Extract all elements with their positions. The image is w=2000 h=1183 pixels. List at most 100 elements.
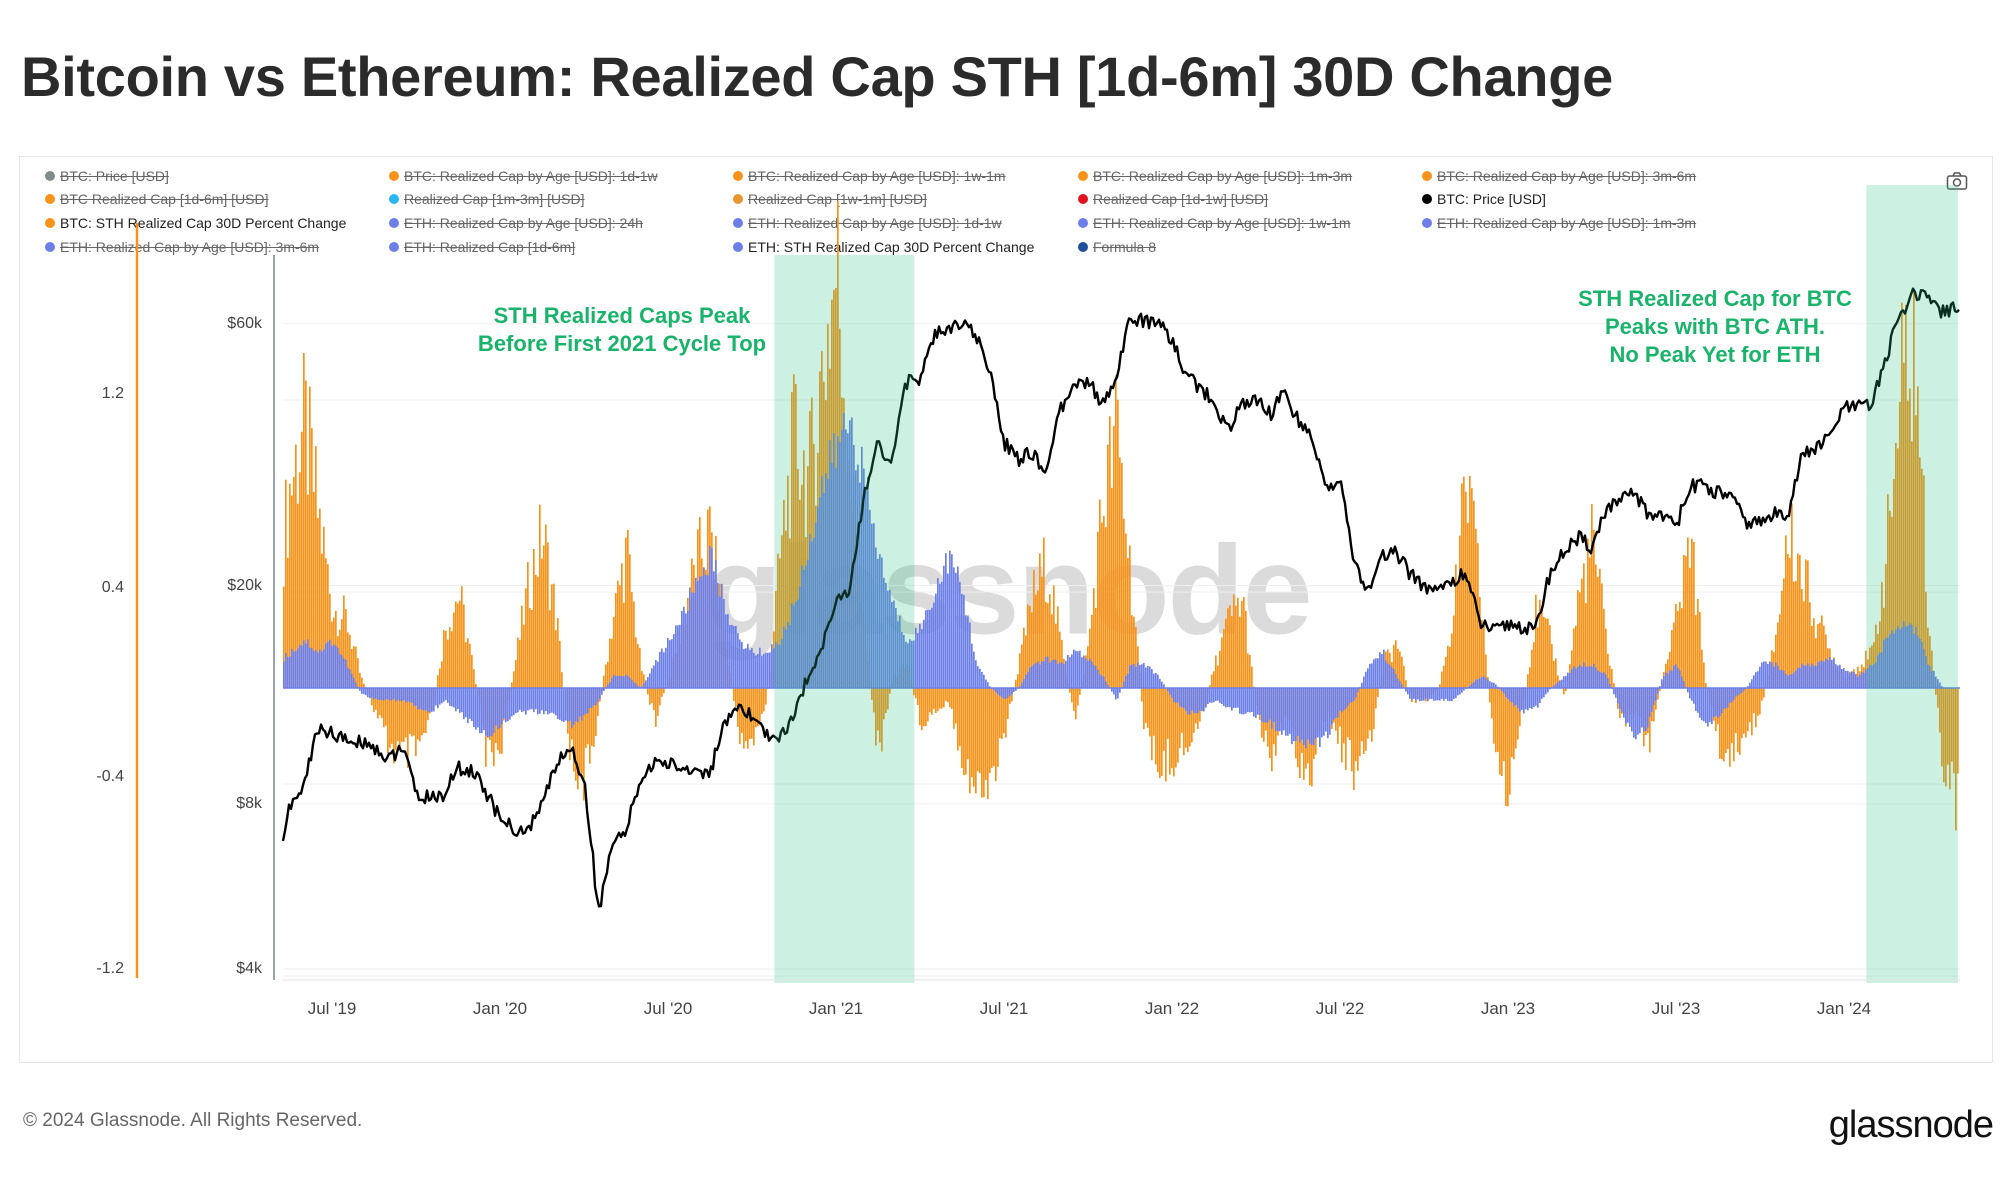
btc-sth-bar <box>1251 666 1253 688</box>
btc-sth-bar <box>1185 688 1187 748</box>
legend-item[interactable]: ETH: Realized Cap by Age [USD]: 1w-1m <box>1078 213 1351 233</box>
legend-item[interactable]: ETH: Realized Cap by Age [USD]: 1m-3m <box>1422 213 1696 233</box>
btc-sth-bar <box>1181 688 1183 733</box>
btc-sth-bar <box>1035 594 1037 688</box>
eth-sth-bar <box>1185 688 1187 711</box>
eth-sth-bar <box>1131 664 1133 688</box>
eth-sth-bar <box>1247 688 1249 713</box>
legend-item[interactable]: BTC: Realized Cap by Age [USD]: 1w-1m <box>733 166 1006 186</box>
eth-sth-bar <box>1797 667 1799 688</box>
legend-item[interactable]: BTC: Price [USD] <box>1422 189 1546 209</box>
eth-sth-bar <box>1769 661 1771 688</box>
eth-sth-bar <box>595 688 597 706</box>
eth-sth-bar <box>1737 688 1739 696</box>
eth-sth-bar <box>1537 688 1539 708</box>
legend-label: Realized Cap [1d-1w] [USD] <box>1093 191 1269 207</box>
eth-sth-bar <box>1303 688 1305 745</box>
btc-sth-bar <box>1657 688 1659 700</box>
eth-sth-bar <box>431 688 433 712</box>
btc-sth-bar <box>1377 688 1379 698</box>
glassnode-logo[interactable]: glassnode <box>1828 1104 1994 1146</box>
legend-item[interactable]: BTC: Realized Cap by Age [USD]: 3m-6m <box>1422 166 1696 186</box>
btc-sth-bar <box>1159 688 1161 778</box>
eth-sth-bar <box>507 688 509 722</box>
eth-sth-bar <box>553 688 555 714</box>
eth-sth-bar <box>455 688 457 712</box>
eth-sth-bar <box>1503 688 1505 694</box>
btc-sth-bar <box>629 554 631 688</box>
eth-sth-bar <box>1547 688 1549 693</box>
legend-item[interactable]: Formula 8 <box>1078 237 1156 257</box>
eth-sth-bar <box>1439 688 1441 701</box>
eth-sth-bar <box>483 688 485 731</box>
btc-sth-bar <box>1611 669 1613 688</box>
legend-item[interactable]: ETH: Realized Cap by Age [USD]: 24h <box>389 213 643 233</box>
eth-sth-bar <box>1279 688 1281 732</box>
btc-sth-bar <box>925 688 927 727</box>
eth-sth-bar <box>1597 670 1599 688</box>
eth-sth-bar <box>477 688 479 728</box>
btc-sth-bar <box>415 688 417 757</box>
btc-sth-bar <box>1015 679 1017 688</box>
eth-sth-bar <box>1471 683 1473 688</box>
eth-sth-bar <box>845 429 847 688</box>
eth-sth-bar <box>641 686 643 688</box>
legend-item[interactable]: BTC: Realized Cap by Age [USD]: 1m-3m <box>1078 166 1352 186</box>
eth-sth-bar <box>1477 679 1479 688</box>
btc-sth-bar <box>445 630 447 688</box>
btc-sth-bar <box>1003 688 1005 734</box>
eth-sth-bar <box>687 610 689 688</box>
eth-sth-bar <box>881 557 883 688</box>
legend-item[interactable]: Realized Cap [1m-3m] [USD] <box>389 189 585 209</box>
legend-item[interactable]: ETH: Realized Cap by Age [USD]: 1d-1w <box>733 213 1002 233</box>
btc-sth-bar <box>1481 619 1483 688</box>
eth-sth-bar <box>1907 625 1909 688</box>
eth-sth-bar <box>855 470 857 688</box>
eth-sth-bar <box>361 688 363 694</box>
legend-item[interactable]: ETH: Realized Cap by Age [USD]: 3m-6m <box>45 237 319 257</box>
legend-item[interactable]: ETH: STH Realized Cap 30D Percent Change <box>733 237 1034 257</box>
eth-sth-bar <box>401 688 403 702</box>
btc-sth-bar <box>539 504 541 688</box>
eth-sth-bar <box>773 648 775 688</box>
eth-sth-bar <box>847 433 849 688</box>
eth-sth-bar <box>651 668 653 688</box>
legend-item[interactable]: BTC: Realized Cap by Age [USD]: 1d-1w <box>389 166 658 186</box>
price-tick-label: $60k <box>227 314 262 332</box>
eth-sth-bar <box>1849 673 1851 688</box>
btc-sth-bar <box>391 688 393 744</box>
chart-frame <box>19 156 1993 1063</box>
eth-sth-bar <box>1331 688 1333 725</box>
eth-sth-bar <box>399 688 401 702</box>
legend-item[interactable]: Realized Cap [1w-1m] [USD] <box>733 189 927 209</box>
eth-sth-bar <box>1141 664 1143 688</box>
legend-item[interactable]: BTC: STH Realized Cap 30D Percent Change <box>45 213 346 233</box>
eth-sth-bar <box>1933 670 1935 688</box>
eth-sth-bar <box>1623 688 1625 718</box>
legend-item[interactable]: Realized Cap [1d-1w] [USD] <box>1078 189 1268 209</box>
eth-sth-bar <box>1437 688 1439 701</box>
eth-sth-bar <box>1105 681 1107 688</box>
legend-item[interactable]: ETH: Realized Cap [1d-6m] <box>389 237 575 257</box>
btc-sth-bar <box>959 688 961 747</box>
eth-sth-bar <box>603 688 605 692</box>
btc-sth-bar <box>1565 688 1567 692</box>
legend-dot-icon <box>389 242 399 252</box>
eth-sth-bar <box>291 648 293 688</box>
btc-sth-bar <box>1529 667 1531 688</box>
legend-dot-icon <box>733 218 743 228</box>
btc-sth-bar <box>1737 688 1739 753</box>
btc-sth-bar <box>875 688 877 746</box>
eth-sth-bar <box>485 688 487 736</box>
camera-icon[interactable] <box>1946 171 1968 191</box>
legend-item[interactable]: BTC: Price [USD] <box>45 166 169 186</box>
btc-sth-bar <box>933 688 935 709</box>
legend-item[interactable]: BTC Realized Cap [1d-6m] [USD] <box>45 189 269 209</box>
btc-sth-bar <box>1361 688 1363 742</box>
btc-sth-bar <box>1923 475 1925 688</box>
eth-sth-bar <box>1277 688 1279 731</box>
eth-sth-bar <box>1925 656 1927 688</box>
btc-sth-bar <box>615 593 617 688</box>
btc-sth-bar <box>419 688 421 742</box>
